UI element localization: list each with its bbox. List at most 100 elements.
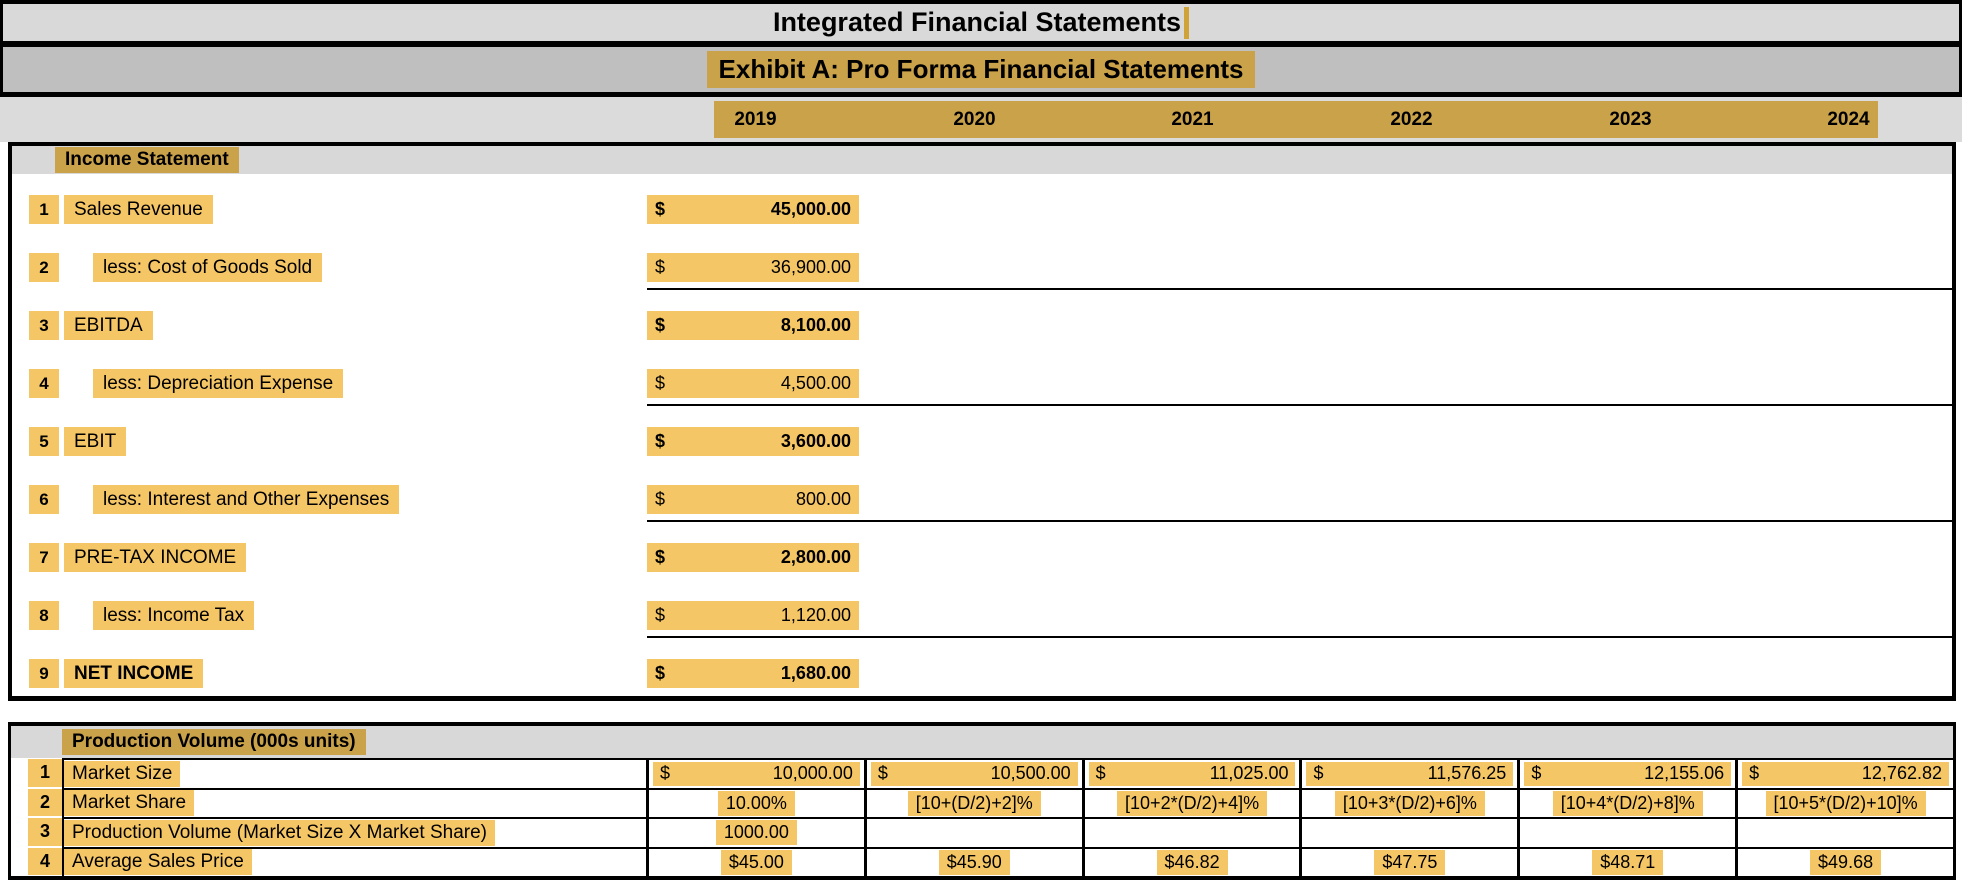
row-number: 1 — [29, 195, 59, 224]
value-cell[interactable]: $ 45,000.00 — [647, 195, 859, 224]
amount: 8,100.00 — [780, 315, 851, 335]
production-volume-2022-cell[interactable] — [1299, 817, 1518, 847]
exhibit-title[interactable]: Exhibit A: Pro Forma Financial Statement… — [706, 51, 1256, 88]
income-row-interest: 6 less: Interest and Other Expenses $ 80… — [12, 464, 1956, 522]
value-cell[interactable]: $ 3,600.00 — [647, 427, 859, 456]
currency-symbol: $ — [655, 663, 666, 683]
subtotal-rule — [647, 520, 1956, 522]
currency-symbol: $ — [1313, 763, 1324, 784]
avg-sales-price-2021-cell[interactable]: $46.82 — [1081, 846, 1300, 876]
avg-sales-price-2019-cell[interactable]: $45.00 — [646, 846, 864, 876]
row-label[interactable]: PRE-TAX INCOME — [64, 543, 247, 572]
row-label[interactable]: EBIT — [64, 427, 127, 456]
amount: 800.00 — [795, 489, 851, 509]
row-number: 6 — [29, 485, 59, 514]
value-cell[interactable]: $ 1,680.00 — [647, 659, 859, 688]
year-header-2021[interactable]: 2021 — [1171, 108, 1214, 130]
row-label[interactable]: Sales Revenue — [64, 195, 213, 224]
production-volume-2019-cell[interactable]: 1000.00 — [646, 817, 864, 847]
title-bar: Integrated Financial Statements — [0, 0, 1962, 47]
value-cell[interactable]: $ 2,800.00 — [647, 543, 859, 572]
amount: 11,576.25 — [1427, 763, 1507, 784]
year-header-2020[interactable]: 2020 — [953, 108, 996, 130]
amount: 10,000.00 — [772, 763, 853, 784]
amount: 1,680.00 — [780, 663, 851, 683]
currency-symbol: $ — [655, 489, 666, 509]
value-cell[interactable]: $ 1,120.00 — [647, 601, 859, 630]
row-label[interactable]: less: Interest and Other Expenses — [93, 485, 400, 514]
currency-symbol: $ — [877, 763, 888, 784]
market-size-2020-cell[interactable]: $10,500.00 — [863, 758, 1082, 788]
row-number: 2 — [29, 253, 59, 282]
avg-sales-price-2024-cell[interactable]: $49.68 — [1735, 846, 1953, 876]
row-number: 5 — [29, 427, 59, 456]
market-size-2021-cell[interactable]: $11,025.00 — [1081, 758, 1300, 788]
production-volume-2023-cell[interactable] — [1517, 817, 1736, 847]
currency-symbol: $ — [660, 763, 671, 784]
value-cell[interactable]: $ 800.00 — [647, 485, 859, 514]
market-share-2020-cell[interactable]: [10+(D/2)+2]% — [863, 787, 1082, 817]
market-share-2019-cell[interactable]: 10.00% — [646, 787, 864, 817]
row-number: 2 — [11, 788, 62, 818]
production-section-title[interactable]: Production Volume (000s units) — [62, 729, 366, 755]
income-row-net-income: 9 NET INCOME $ 1,680.00 — [12, 638, 1952, 696]
market-size-2022-cell[interactable]: $11,576.25 — [1299, 758, 1518, 788]
currency-symbol: $ — [655, 199, 666, 219]
income-statement-title[interactable]: Income Statement — [55, 147, 239, 173]
row-number: 8 — [29, 601, 59, 630]
currency-symbol: $ — [655, 315, 666, 335]
currency-symbol: $ — [655, 431, 666, 451]
year-header-2022[interactable]: 2022 — [1390, 108, 1433, 130]
year-header-2024[interactable]: 2024 — [1827, 108, 1870, 130]
avg-sales-price-2022-cell[interactable]: $47.75 — [1299, 846, 1518, 876]
row-label-average-sales-price[interactable]: Average Sales Price — [62, 846, 646, 876]
table-corner-cell — [11, 726, 62, 758]
row-label[interactable]: less: Cost of Goods Sold — [93, 253, 323, 282]
page-title[interactable]: Integrated Financial Statements — [772, 7, 1182, 37]
row-label[interactable]: NET INCOME — [64, 659, 204, 688]
row-label[interactable]: less: Depreciation Expense — [93, 369, 344, 398]
currency-symbol: $ — [655, 547, 666, 567]
avg-sales-price-2020-cell[interactable]: $45.90 — [863, 846, 1082, 876]
value-cell[interactable]: $ 4,500.00 — [647, 369, 859, 398]
value-cell[interactable]: $ 8,100.00 — [647, 311, 859, 340]
market-share-2023-cell[interactable]: [10+4*(D/2)+8]% — [1517, 787, 1736, 817]
market-size-2019-cell[interactable]: $10,000.00 — [646, 758, 864, 788]
year-header-2023[interactable]: 2023 — [1609, 108, 1652, 130]
avg-sales-price-2023-cell[interactable]: $48.71 — [1517, 846, 1736, 876]
market-size-2023-cell[interactable]: $12,155.06 — [1517, 758, 1736, 788]
row-number: 9 — [29, 659, 59, 688]
row-label[interactable]: EBITDA — [64, 311, 153, 340]
subtotal-rule — [647, 636, 1956, 638]
production-volume-2020-cell[interactable] — [863, 817, 1082, 847]
year-header-2019[interactable]: 2019 — [734, 108, 777, 130]
income-row-ebitda: 3 EBITDA $ 8,100.00 — [12, 290, 1952, 348]
text-cursor — [1184, 6, 1190, 39]
year-header-row: 2019 2020 2021 2022 2023 2024 — [0, 97, 1962, 142]
income-row-depreciation: 4 less: Depreciation Expense $ 4,500.00 — [12, 348, 1956, 406]
amount: 45,000.00 — [770, 199, 851, 219]
row-label[interactable]: less: Income Tax — [93, 601, 255, 630]
row-label-market-share[interactable]: Market Share — [62, 787, 646, 817]
market-share-2024-cell[interactable]: [10+5*(D/2)+10]% — [1735, 787, 1953, 817]
exhibit-bar: Exhibit A: Pro Forma Financial Statement… — [0, 47, 1962, 97]
row-number: 7 — [29, 543, 59, 572]
production-volume-2021-cell[interactable] — [1081, 817, 1300, 847]
production-volume-2024-cell[interactable] — [1735, 817, 1953, 847]
currency-symbol: $ — [1095, 763, 1106, 784]
currency-symbol: $ — [1531, 763, 1542, 784]
amount: 12,155.06 — [1644, 763, 1725, 784]
subtotal-rule — [647, 404, 1956, 406]
amount: 4,500.00 — [780, 373, 851, 393]
value-cell[interactable]: $ 36,900.00 — [647, 253, 859, 282]
market-size-2024-cell[interactable]: $12,762.82 — [1735, 758, 1953, 788]
amount: 1,120.00 — [780, 605, 851, 625]
currency-symbol: $ — [655, 373, 666, 393]
row-label-production-volume[interactable]: Production Volume (Market Size X Market … — [62, 817, 646, 847]
row-label-market-size[interactable]: Market Size — [62, 758, 646, 788]
income-row-pretax-income: 7 PRE-TAX INCOME $ 2,800.00 — [12, 522, 1952, 580]
market-share-2022-cell[interactable]: [10+3*(D/2)+6]% — [1299, 787, 1518, 817]
market-share-2021-cell[interactable]: [10+2*(D/2)+4]% — [1081, 787, 1300, 817]
amount: 3,600.00 — [780, 431, 851, 451]
